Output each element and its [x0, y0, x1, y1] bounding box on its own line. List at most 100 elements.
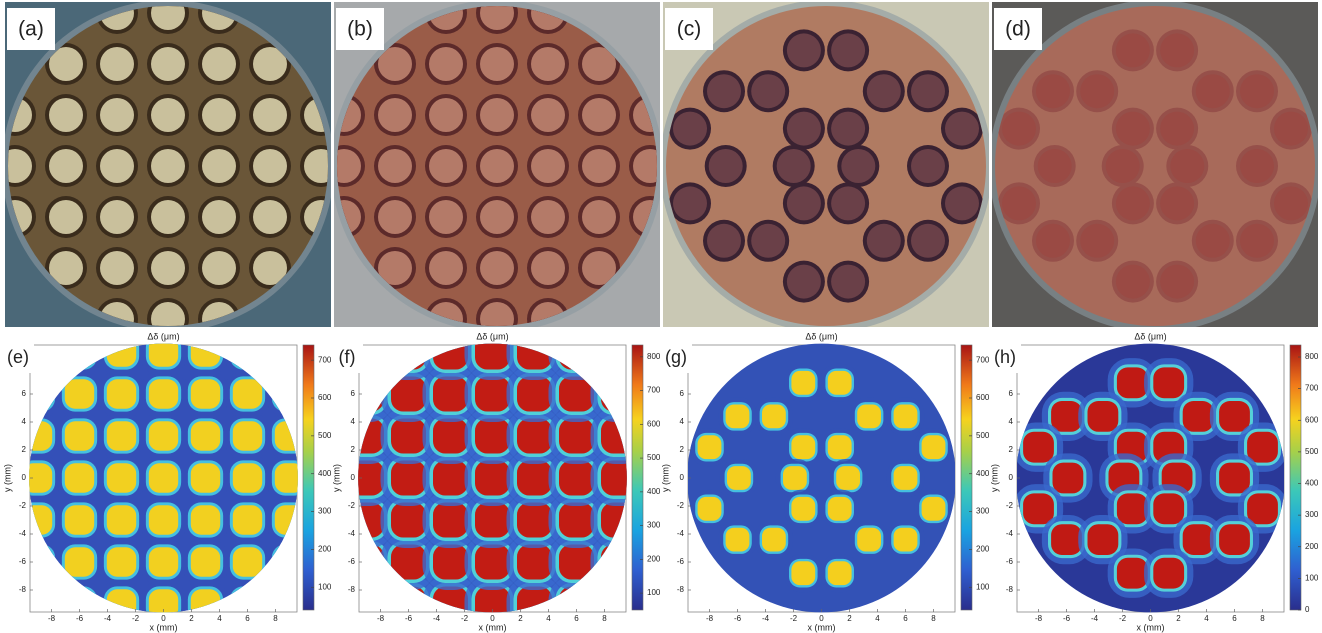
x-tick-label: 2 [1176, 614, 1181, 623]
dot [633, 149, 667, 183]
y-tick-label: 6 [351, 389, 356, 398]
dot [202, 149, 236, 183]
dot [253, 98, 287, 132]
spot-core [475, 377, 510, 412]
spot-core [1088, 401, 1119, 432]
dot [480, 251, 514, 285]
dot [531, 251, 565, 285]
y-tick-label: -4 [1006, 529, 1014, 538]
colorbar-tick-label: 700 [318, 355, 332, 364]
spot-core [191, 421, 220, 450]
spot-core [727, 466, 751, 490]
colorbar [1290, 345, 1301, 610]
plot-title: Δδ (μm) [1134, 331, 1166, 341]
x-tick-label: -6 [76, 614, 84, 623]
dot [429, 98, 463, 132]
dot [480, 200, 514, 234]
spot-core [857, 405, 881, 429]
spot-core [1153, 367, 1184, 398]
spot-core [1153, 493, 1184, 524]
spot-core [1023, 493, 1054, 524]
dot [202, 47, 236, 81]
spot-core [233, 421, 262, 450]
y-tick-label: 2 [1009, 445, 1014, 454]
y-tick-label: -2 [19, 501, 27, 510]
spot-core [1219, 463, 1250, 494]
plot-title: Δδ (μm) [805, 331, 837, 341]
spot-core [149, 421, 178, 450]
spot-core [857, 528, 881, 552]
dot [151, 47, 185, 81]
dot [582, 149, 616, 183]
y-tick-label: 4 [22, 417, 27, 426]
spot-core [894, 528, 918, 552]
dot [1106, 149, 1140, 183]
x-tick-label: -6 [1063, 614, 1071, 623]
plot-title: Δδ (μm) [476, 331, 508, 341]
dot [378, 149, 412, 183]
panel-label: (h) [994, 347, 1016, 367]
y-tick-label: -4 [677, 529, 685, 538]
dot [911, 224, 945, 258]
dot [777, 149, 811, 183]
y-tick-label: -2 [348, 501, 356, 510]
y-tick-label: -6 [1006, 557, 1014, 566]
spot-core [1051, 524, 1082, 555]
spot-core [275, 463, 304, 492]
spot-core [1117, 367, 1148, 398]
colorbar-tick-label: 400 [647, 487, 661, 496]
dot [151, 251, 185, 285]
x-tick-label: -6 [405, 614, 413, 623]
spot-core [1088, 524, 1119, 555]
dot [480, 98, 514, 132]
dot [202, 200, 236, 234]
spot-core [475, 503, 510, 538]
y-tick-label: 2 [22, 445, 27, 454]
spot-core [894, 466, 918, 490]
spot-core [65, 379, 94, 408]
colorbar-tick-label: 600 [976, 393, 990, 402]
dot [327, 149, 361, 183]
spot-core [391, 503, 426, 538]
dot [151, 98, 185, 132]
x-tick-label: 2 [518, 614, 523, 623]
panel-label: (f) [339, 347, 356, 367]
y-tick-label: 0 [351, 473, 356, 482]
dot [787, 186, 821, 220]
spot-core [65, 505, 94, 534]
y-tick-label: 4 [1009, 417, 1014, 426]
photo-panel: (d) [989, 0, 1321, 332]
spot-core [762, 528, 786, 552]
spot-core [1051, 401, 1082, 432]
dot [1116, 33, 1150, 67]
panel-label: (b) [347, 18, 373, 41]
x-tick-label: -4 [433, 614, 441, 623]
y-tick-label: -8 [19, 585, 27, 594]
spot-core [1219, 524, 1250, 555]
colorbar-tick-label: 300 [976, 507, 990, 516]
dot [100, 98, 134, 132]
y-tick-label: 2 [351, 445, 356, 454]
x-tick-label: -8 [377, 614, 385, 623]
colorbar-tick-label: 200 [1305, 542, 1319, 551]
x-tick-label: -8 [48, 614, 56, 623]
colorbar-tick-label: 200 [318, 545, 332, 554]
y-tick-label: 4 [680, 417, 685, 426]
dot [429, 149, 463, 183]
dot [673, 112, 707, 146]
x-tick-label: 2 [847, 614, 852, 623]
spot-core [433, 419, 468, 454]
spot-core [107, 463, 136, 492]
dot [1116, 112, 1150, 146]
x-tick-label: 4 [1204, 614, 1209, 623]
dot [751, 224, 785, 258]
plot-panel: Δδ (μm)x (mm)y (mm)-8-6-4-202468-8-6-4-2… [989, 331, 1319, 632]
dot [531, 200, 565, 234]
dot [531, 98, 565, 132]
spot-core [107, 379, 136, 408]
dot [1196, 224, 1230, 258]
colorbar-tick-label: 600 [1305, 415, 1319, 424]
spot-core [475, 545, 510, 580]
spot-core [922, 497, 946, 521]
y-tick-label: 6 [1009, 389, 1014, 398]
